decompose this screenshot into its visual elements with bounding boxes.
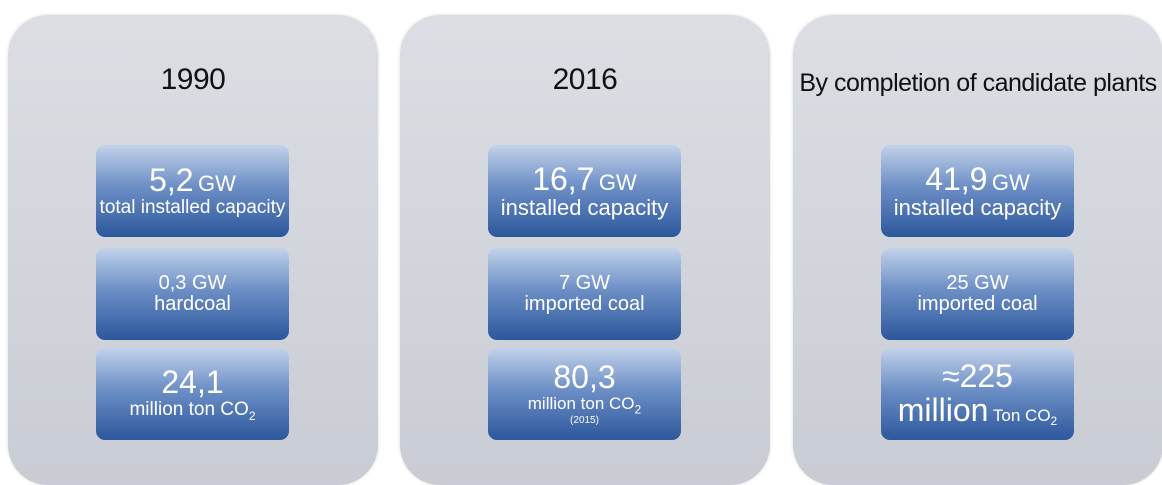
value: ≈225 [942, 358, 1013, 395]
page: 1990 5,2 GW total installed capacity 0,3… [8, 15, 1162, 485]
stat-box: 25 GW imported coal [881, 248, 1074, 340]
value: 80,3 [553, 359, 616, 396]
value: 7 GW [558, 272, 611, 294]
subscript: 2 [634, 402, 642, 417]
panel: 2016 16,7 GW installed capacity 7 GW imp… [400, 15, 770, 485]
label: installed capacity [500, 195, 669, 221]
unit: GW [991, 169, 1030, 195]
panel: 1990 5,2 GW total installed capacity 0,3… [8, 15, 378, 485]
value: 0,3 GW [158, 272, 227, 294]
panel: By completion of candidate plants 41,9 G… [793, 15, 1162, 485]
stat-box: 0,3 GW hardcoal [96, 248, 289, 340]
panel-title: 1990 [160, 63, 226, 96]
label: million ton CO [527, 394, 635, 414]
unit: GW [198, 171, 236, 197]
label: million [897, 391, 989, 428]
panel-title: By completion of candidate plants [799, 69, 1157, 97]
stat-box: 7 GW imported coal [488, 248, 681, 340]
value: 24,1 [161, 364, 224, 400]
note: (2015) [570, 415, 599, 427]
stat-box: 16,7 GW installed capacity [488, 145, 681, 237]
stat-box: 80,3 million ton CO2 (2015) [488, 348, 681, 440]
label: imported coal [917, 293, 1038, 315]
value: 25 GW [946, 272, 1009, 294]
label: Ton CO [992, 405, 1051, 425]
label: installed capacity [893, 195, 1062, 221]
label: imported coal [524, 293, 645, 315]
panel-title: 2016 [552, 63, 618, 96]
value: 16,7 [532, 160, 595, 197]
unit: GW [598, 169, 637, 195]
subscript: 2 [248, 408, 256, 423]
stat-box: 41,9 GW installed capacity [881, 145, 1074, 237]
value: 41,9 [925, 160, 988, 197]
label: hardcoal [154, 293, 231, 315]
label: total installed capacity [99, 196, 286, 218]
stat-box: 24,1 million ton CO2 [96, 348, 289, 440]
value: 5,2 [149, 162, 194, 199]
subscript: 2 [1050, 414, 1058, 429]
stat-box: ≈225 million Ton CO2 [881, 348, 1074, 440]
stat-box: 5,2 GW total installed capacity [96, 145, 289, 237]
label: million ton CO [129, 398, 249, 420]
